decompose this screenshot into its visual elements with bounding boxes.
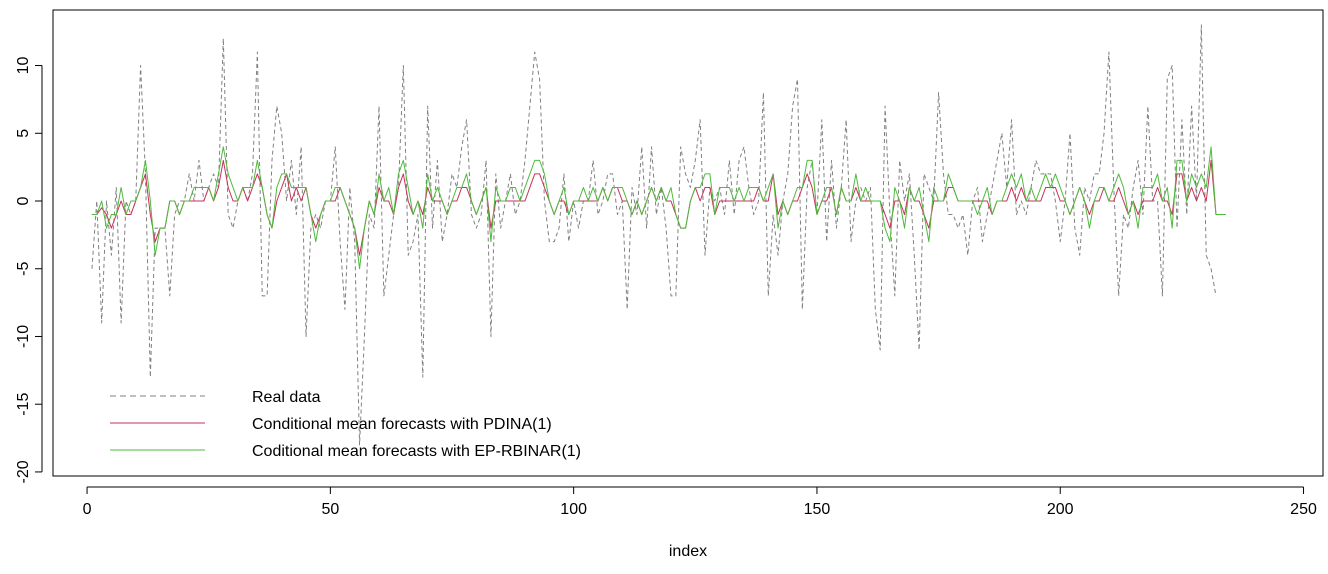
legend: Real data Conditional mean forecasts with… [110,389,581,460]
x-tick-label: 200 [1047,501,1074,518]
y-tick-label: 10 [15,57,32,75]
x-tick-label: 50 [321,501,339,518]
y-tick-label: -10 [15,325,32,348]
x-tick-label: 0 [83,501,92,518]
y-tick-label: 0 [15,196,32,205]
y-tick-label: 5 [15,129,32,138]
x-tick-label: 250 [1290,501,1317,518]
series-line-1 [91,24,1217,446]
y-tick-label: -20 [15,460,32,483]
y-axis: -20 -15 -10 -5 0 5 10 [15,57,43,483]
series-layer [91,24,1226,446]
series-line-3 [91,146,1226,270]
y-tick-label: -5 [15,262,32,276]
legend-label: Coditional mean forecasts with EP-RBINAR… [252,443,581,460]
x-tick-label: 150 [804,501,831,518]
plot-frame [52,9,1324,477]
y-tick-label: -15 [15,393,32,416]
x-axis-title: index [669,543,707,560]
x-tick-label: 100 [560,501,587,518]
x-axis: 0 50 100 150 200 250 [83,486,1317,518]
legend-label: Conditional mean forecasts with PDINA(1) [252,416,552,433]
legend-label: Real data [252,389,321,406]
